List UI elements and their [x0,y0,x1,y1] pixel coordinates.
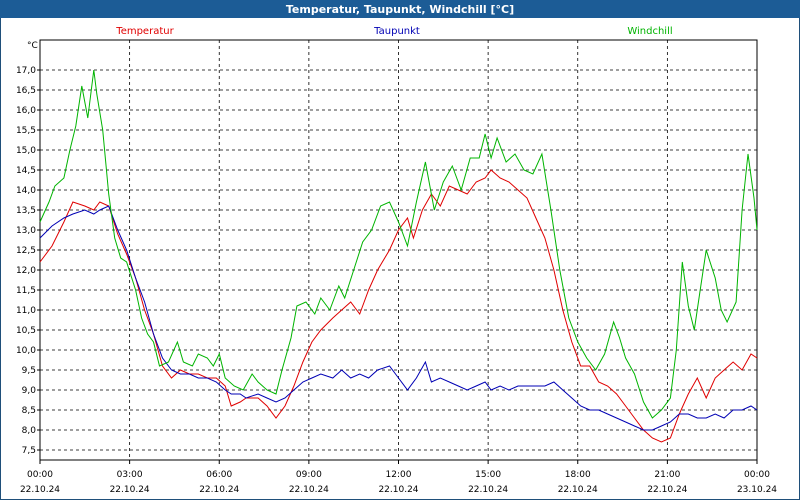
y-tick-label: 12,5 [16,246,36,256]
y-tick-label: 16,5 [16,86,36,96]
series-line-temperatur [39,169,758,443]
x-axis-ticks: 00:00 22.10.24 03:00 22.10.24 06:00 22.10.24 0… [20,470,777,495]
plot-area-border [39,39,758,461]
x-tick-date: 22.10.24 [468,485,508,495]
chart-grid [40,40,757,460]
y-tick-label: 17,0 [16,66,36,76]
x-tick-time: 15:00 [475,470,501,480]
y-tick-label: 16,0 [16,106,36,116]
x-tick-date: 22.10.24 [378,485,418,495]
y-tick-label: 11,5 [16,286,36,296]
x-tick-time: 18:00 [565,470,591,480]
legend-taupunkt: Taupunkt [373,26,420,37]
x-tick-date: 22.10.24 [289,485,329,495]
x-tick-time: 00:00 [27,470,53,480]
y-tick-label: 13,0 [16,226,36,236]
x-tick-date: 22.10.24 [647,485,687,495]
y-tick-label: 7,5 [22,446,36,456]
x-tick-date: 22.10.24 [110,485,150,495]
y-tick-label: 10,5 [16,326,36,336]
x-tick-time: 03:00 [117,470,143,480]
y-tick-label: 15,0 [16,146,36,156]
x-tick-date: 22.10.24 [20,485,60,495]
y-tick-label: 12,0 [16,266,36,276]
x-tick-date: 23.10.24 [737,485,777,495]
x-tick-time: 00:00 [744,470,770,480]
x-tick-date: 22.10.24 [558,485,598,495]
y-tick-label: 11,0 [16,306,36,316]
series-line-taupunkt [39,205,758,431]
series-line-windchill [39,69,758,419]
y-tick-label: 9,0 [22,386,37,396]
y-tick-label: 14,5 [16,166,36,176]
y-tick-label: 13,5 [16,206,36,216]
x-tick-date: 22.10.24 [199,485,239,495]
chart-series [39,69,758,443]
y-tick-label: 8,0 [22,426,37,436]
y-tick-label: 9,5 [22,366,36,376]
y-axis-ticks: 7,5 8,0 8,5 9,0 9,5 10,0 10,5 11,0 11,5 12,0 12,5 1… [16,66,36,456]
y-axis-unit: °C [27,41,38,51]
x-tick-time: 21:00 [654,470,680,480]
legend-temperatur: Temperatur [115,26,174,37]
chart-legend: Temperatur Taupunkt Windchill [115,26,672,37]
y-tick-label: 8,5 [22,406,36,416]
x-tick-time: 09:00 [296,470,322,480]
y-tick-label: 10,0 [16,346,36,356]
y-tick-label: 14,0 [16,186,36,196]
chart-title: Temperatur, Taupunkt, Windchill [°C] [0,0,800,18]
legend-windchill: Windchill [627,26,672,37]
x-tick-time: 12:00 [386,470,412,480]
x-tick-time: 06:00 [206,470,232,480]
y-tick-label: 15,5 [16,126,36,136]
chart-axes [37,39,758,464]
